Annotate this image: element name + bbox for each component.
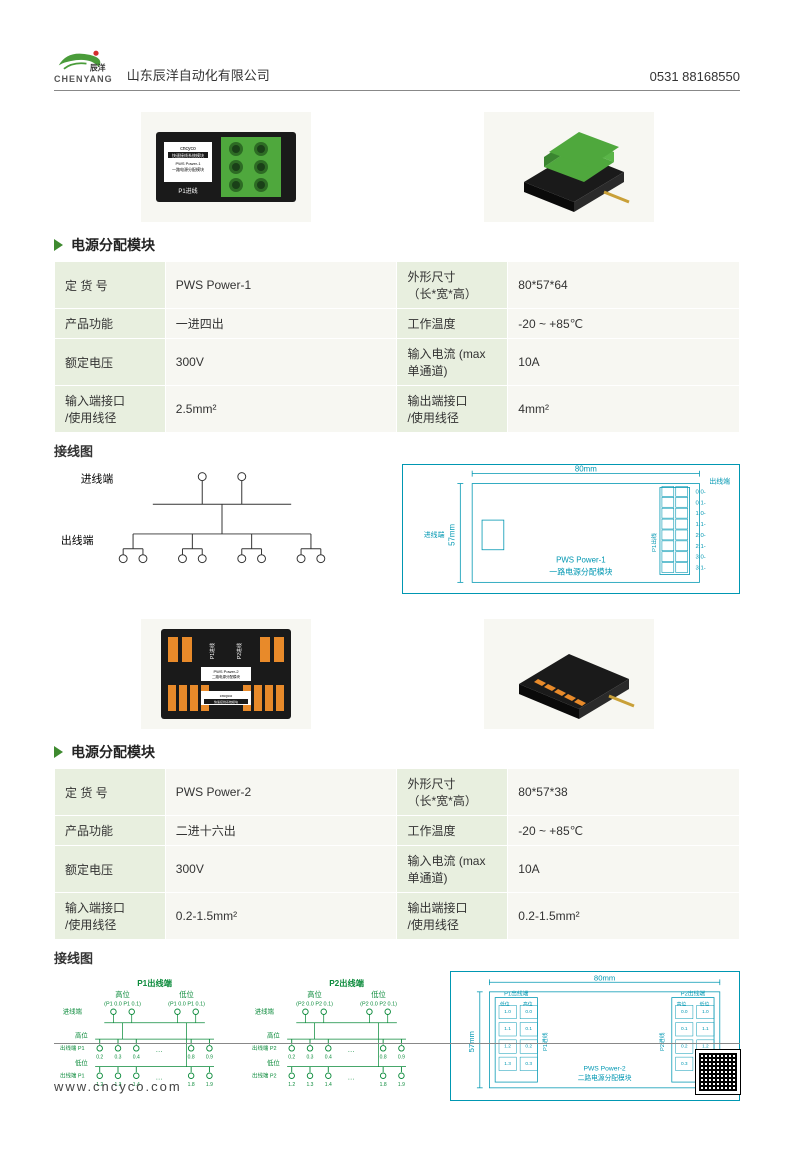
svg-text:1.1: 1.1 [504,1026,511,1032]
svg-text:P1进线: P1进线 [178,187,197,195]
wiring-title-2: 接线图 [54,948,740,967]
page-header: 辰洋 CHENYANG 山东辰洋自动化有限公司 0531 88168550 [54,48,740,91]
phone-number: 0531 88168550 [650,69,740,84]
product-photo-iso-1 [484,112,654,222]
svg-text:低位: 低位 [371,990,386,999]
section-title-2: 电源分配模块 [54,742,740,762]
svg-text:高位: 高位 [115,990,130,999]
wiring-title-1: 接线图 [54,441,740,460]
svg-text:1.0: 1.0 [702,1009,709,1015]
svg-text:高位: 高位 [75,1030,88,1039]
svg-text:(P2 0.0 P2 0.1): (P2 0.0 P2 0.1) [360,1001,397,1007]
wiring-diagram-1: 进线端 出线端 [54,464,390,594]
page-footer: www.cncyco.com [54,1043,740,1094]
svg-text:低位: 低位 [500,1000,510,1007]
svg-text:3.0-: 3.0- [696,555,706,561]
product-photo-iso-2 [484,619,654,729]
svg-text:P1出线: P1出线 [650,533,658,552]
svg-text:PWS Power-2: PWS Power-2 [213,669,239,674]
logo-swoosh-icon: 辰洋 [57,48,109,74]
svg-text:快速接线系统模块: 快速接线系统模块 [213,699,237,704]
svg-text:快速接线系统模块: 快速接线系统模块 [172,152,204,158]
svg-text:(P2 0.0 P2 0.1): (P2 0.0 P2 0.1) [296,1001,333,1007]
section-title-1: 电源分配模块 [54,235,740,255]
svg-text:二路电源分配模块: 二路电源分配模块 [212,674,240,679]
svg-text:0.1-: 0.1- [696,500,706,506]
svg-text:P2出线端: P2出线端 [329,978,364,988]
svg-text:P1进线: P1进线 [209,643,216,659]
svg-text:进线端: 进线端 [81,472,114,486]
svg-text:高位: 高位 [267,1030,280,1039]
logo-text: CHENYANG [54,74,113,84]
svg-text:2.1-: 2.1- [696,544,706,550]
svg-text:1.0-: 1.0- [696,511,706,517]
svg-text:高位: 高位 [307,990,322,999]
product-photo-front-1: cncyco 快速接线系统模块 PWS Power-1 一路电源分配模块 P1进… [141,112,311,222]
svg-text:P2进线: P2进线 [236,643,243,659]
product-photos-1: cncyco 快速接线系统模块 PWS Power-1 一路电源分配模块 P1进… [54,107,740,227]
svg-text:PWS Power-1: PWS Power-1 [175,161,201,166]
product-photos-2: PWS Power-2 二路电源分配模块 cncyco 快速接线系统模块 P1进… [54,614,740,734]
svg-text:2.0-: 2.0- [696,533,706,539]
svg-text:辰洋: 辰洋 [90,63,106,73]
svg-text:进线端: 进线端 [63,1007,83,1016]
svg-text:0.1: 0.1 [525,1026,532,1032]
spec-value: PWS Power-1 [165,262,397,309]
svg-text:出线端: 出线端 [709,477,730,486]
product-photo-front-2: PWS Power-2 二路电源分配模块 cncyco 快速接线系统模块 P1进… [141,619,311,729]
svg-text:0.0-: 0.0- [696,489,706,495]
svg-text:出线端: 出线端 [61,533,94,547]
svg-text:80mm: 80mm [575,465,597,474]
svg-text:(P1 0.0 P1 0.1): (P1 0.0 P1 0.1) [104,1001,141,1007]
svg-text:0.0: 0.0 [681,1009,688,1015]
svg-text:P1出线端: P1出线端 [504,990,529,998]
spec-label: 定 货 号 [55,262,166,309]
spec-value: 80*57*64 [508,262,740,309]
svg-text:1.1: 1.1 [702,1026,709,1032]
chevron-icon [54,746,63,758]
svg-text:1.1-: 1.1- [696,522,706,528]
svg-text:P2出线端: P2出线端 [681,990,706,998]
section-1: cncyco 快速接线系统模块 PWS Power-1 一路电源分配模块 P1进… [54,107,740,594]
spec-label: 外形尺寸 （长*宽*高） [397,262,508,309]
svg-text:进线端: 进线端 [255,1007,275,1016]
spec-table-1: 定 货 号PWS Power-1外形尺寸 （长*宽*高）80*57*64 产品功… [54,261,740,433]
qr-code-icon [696,1050,740,1094]
svg-text:低位: 低位 [700,1000,710,1007]
svg-text:PWS Power-1: PWS Power-1 [556,556,606,565]
svg-text:57mm: 57mm [447,524,456,546]
svg-text:cncyco: cncyco [180,146,196,152]
dimension-drawing-1: 80mm 57mm 进线端 出线端 PWS Power-1 一路电源分配模块 0… [402,464,740,594]
company-name: 山东辰洋自动化有限公司 [127,65,650,84]
section-2: PWS Power-2 二路电源分配模块 cncyco 快速接线系统模块 P1进… [54,614,740,1101]
spec-table-2: 定 货 号PWS Power-2外形尺寸 （长*宽*高）80*57*38 产品功… [54,768,740,940]
svg-text:一路电源分配模块: 一路电源分配模块 [549,566,612,576]
svg-text:低位: 低位 [179,990,194,999]
svg-text:0.1: 0.1 [681,1026,688,1032]
svg-text:1.0: 1.0 [504,1009,511,1015]
logo: 辰洋 CHENYANG [54,48,113,84]
svg-text:cncyco: cncyco [219,693,232,698]
website-url: www.cncyco.com [54,1079,182,1094]
svg-text:一路电源分配模块: 一路电源分配模块 [172,166,204,172]
svg-text:高位: 高位 [677,1000,687,1007]
svg-text:P1出线端: P1出线端 [137,978,172,988]
svg-text:80mm: 80mm [594,973,615,982]
svg-text:(P1 0.0 P1 0.1): (P1 0.0 P1 0.1) [168,1001,205,1007]
svg-text:3.1-: 3.1- [696,566,706,572]
svg-text:高位: 高位 [523,1000,533,1007]
svg-text:0.0: 0.0 [525,1009,532,1015]
chevron-icon [54,239,63,251]
svg-text:进线端: 进线端 [424,530,445,539]
